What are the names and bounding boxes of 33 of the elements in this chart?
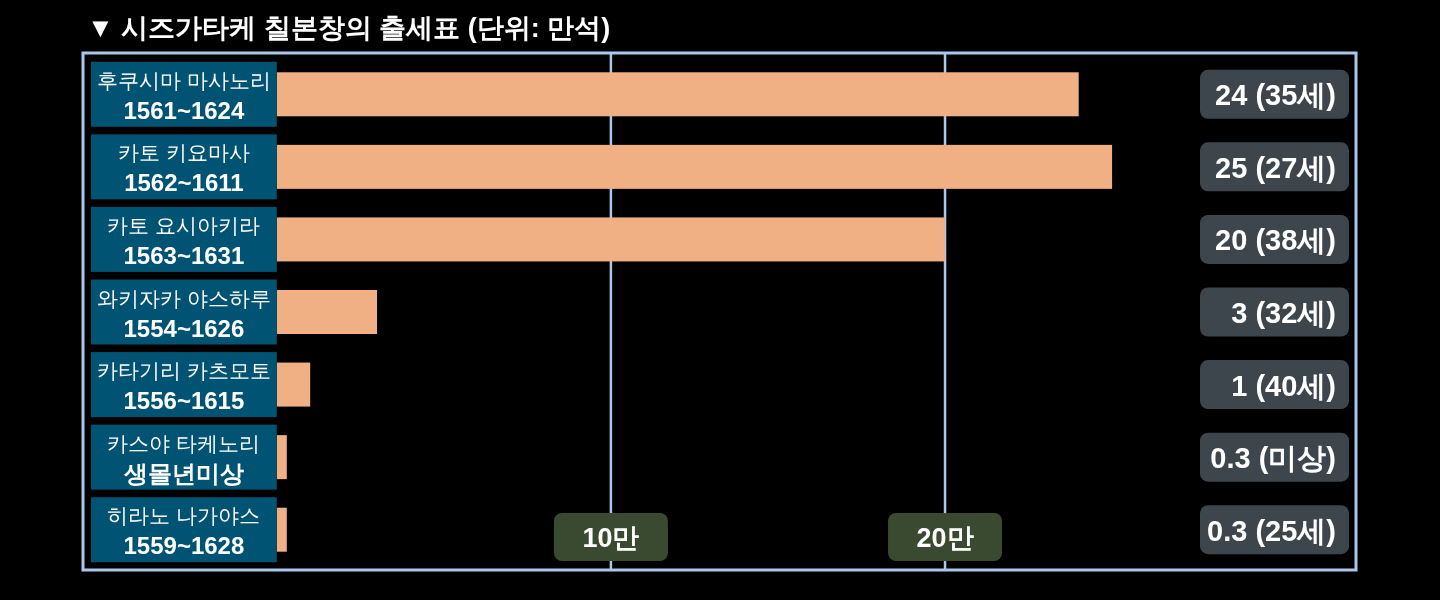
data-label: 0.3 (미상) [1210,442,1336,475]
y-tick-label: 후쿠시마 마사노리 1561~1624 [96,68,271,124]
y-tick-label: 카토 요시아키라 1563~1631 [107,213,261,269]
value-label: 0.3 (미상) [1200,432,1349,482]
x-tick-label: 20만 [916,523,974,553]
data-label: 1 (40세) [1231,369,1336,402]
category-label: 카스야 타케노리 생몰년미상 [91,424,277,490]
tick-label: 20만 [888,513,1003,561]
data-label: 25 (27세) [1215,151,1336,184]
value-label: 20 (38세) [1200,214,1349,264]
data-label: 3 (32세) [1231,297,1336,329]
y-tick-label: 카스야 타케노리 생몰년미상 [107,431,261,487]
category-label: 후쿠시마 마사노리 1561~1624 [91,61,277,127]
category-label: 카토 요시아키라 1563~1631 [91,206,277,272]
value-label: 3 (32세) [1200,287,1349,337]
category-label: 카토 키요마사 1562~1611 [91,134,277,200]
title: ▼ 시즈가타케 칠본창의 출세표 (단위: 만석) [87,13,611,43]
value-label: 24 (35세) [1200,69,1349,119]
x-tick-label: 10만 [582,523,640,553]
data-label: 24 (35세) [1215,79,1336,112]
y-tick-label: 카토 키요마사 1562~1611 [117,141,250,197]
y-tick-label: 와키자카 야스하루 1554~1626 [96,286,271,342]
category-label: 히라노 나가야스 1559~1628 [91,497,277,563]
data-label: 0.3 (25세) [1207,514,1336,547]
y-tick-label: 카타기리 카츠모토 1556~1615 [96,359,271,415]
data-label: 20 (38세) [1215,224,1336,257]
value-label: 1 (40세) [1200,360,1349,410]
category-label: 카타기리 카츠모토 1556~1615 [91,352,277,418]
category-label: 와키자카 야스하루 1554~1626 [91,279,277,345]
y-tick-label: 히라노 나가야스 1559~1628 [107,504,261,560]
value-label: 0.3 (25세) [1200,505,1349,555]
tick-label: 10만 [553,513,668,561]
value-label: 25 (27세) [1200,142,1349,192]
